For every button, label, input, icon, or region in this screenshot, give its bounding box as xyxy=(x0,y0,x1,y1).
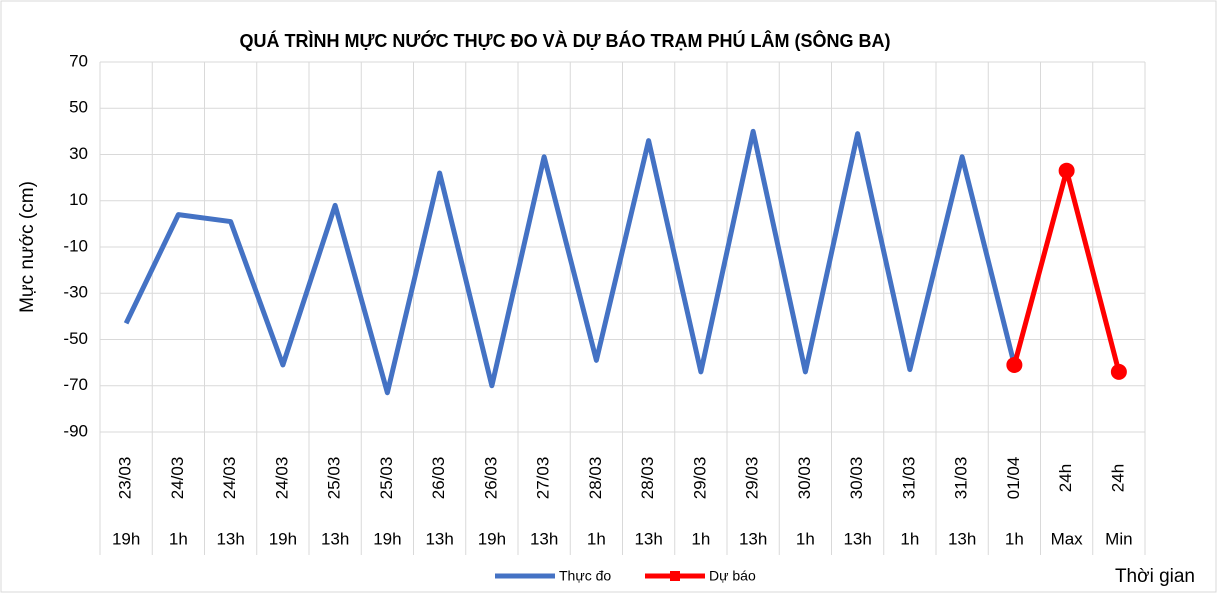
series-line xyxy=(123,128,1017,396)
x-tick-label: 25/03 xyxy=(325,457,344,500)
x-tick-label: 29/03 xyxy=(743,457,762,500)
x-tick-label: 26/03 xyxy=(429,457,448,500)
x-tick-sublabel: 1h xyxy=(691,529,710,548)
y-tick-label: -70 xyxy=(63,375,88,394)
chart-title: QUÁ TRÌNH MỰC NƯỚC THỰC ĐO VÀ DỰ BÁO TRẠ… xyxy=(239,30,890,51)
x-tick-sublabel: 13h xyxy=(530,529,558,548)
x-tick-sublabel: 13h xyxy=(739,529,767,548)
x-tick-label: 25/03 xyxy=(377,457,396,500)
x-tick-sublabel: 1h xyxy=(1005,529,1024,548)
x-tick-sublabel: 19h xyxy=(373,529,401,548)
x-tick-sublabel: 1h xyxy=(796,529,815,548)
y-axis-label: Mực nước (cm) xyxy=(17,181,38,313)
x-tick-label: 31/03 xyxy=(899,457,918,500)
x-tick-sublabel: Max xyxy=(1051,529,1084,548)
y-tick-label: -10 xyxy=(63,236,88,255)
y-tick-label: 70 xyxy=(69,51,88,70)
point xyxy=(1006,356,1023,373)
x-tick-label: 23/03 xyxy=(116,457,135,500)
x-tick-label: 30/03 xyxy=(795,457,814,500)
x-tick-label: 28/03 xyxy=(586,457,605,500)
y-tick-label: 30 xyxy=(69,144,88,163)
x-tick-sublabel: 13h xyxy=(843,529,871,548)
x-tick-sublabel: 1h xyxy=(169,529,188,548)
y-tick-label: -50 xyxy=(63,329,88,348)
y-tick-label: 10 xyxy=(69,190,88,209)
x-tick-label: 24/03 xyxy=(272,457,291,500)
x-tick-sublabel: 19h xyxy=(478,529,506,548)
point xyxy=(1058,162,1075,179)
point xyxy=(1110,363,1127,380)
x-tick-label: 24/03 xyxy=(168,457,187,500)
x-tick-label: 01/04 xyxy=(1004,457,1023,500)
x-tick-sublabel: 13h xyxy=(948,529,976,548)
x-tick-sublabel: 13h xyxy=(425,529,453,548)
x-tick-label: 29/03 xyxy=(690,457,709,500)
x-tick-sublabel: 13h xyxy=(634,529,662,548)
x-tick-sublabel: 1h xyxy=(900,529,919,548)
y-tick-label: -30 xyxy=(63,283,88,302)
x-tick-sublabel: Min xyxy=(1105,529,1132,548)
x-tick-label: 28/03 xyxy=(638,457,657,500)
x-tick-sublabel: 13h xyxy=(321,529,349,548)
y-tick-label: -90 xyxy=(63,421,88,440)
x-tick-label: 24h xyxy=(1108,464,1127,492)
x-tick-sublabel: 19h xyxy=(112,529,140,548)
x-tick-label: 30/03 xyxy=(847,457,866,500)
x-tick-label: 26/03 xyxy=(481,457,500,500)
x-tick-label: 24/03 xyxy=(220,457,239,500)
x-tick-sublabel: 19h xyxy=(269,529,297,548)
x-tick-sublabel: 1h xyxy=(587,529,606,548)
x-tick-label: 24h xyxy=(1056,464,1075,492)
x-tick-label: 31/03 xyxy=(952,457,971,500)
x-axis-label: Thời gian xyxy=(1115,566,1195,587)
legend-label: Dự báo xyxy=(709,568,756,584)
legend-marker xyxy=(670,571,680,581)
x-tick-label: 27/03 xyxy=(534,457,553,500)
y-tick-label: 50 xyxy=(69,98,88,117)
legend-label: Thực đo xyxy=(559,568,611,584)
x-tick-sublabel: 13h xyxy=(216,529,244,548)
